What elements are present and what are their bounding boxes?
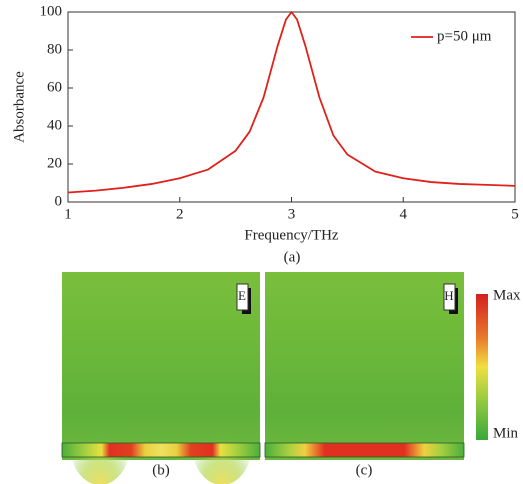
field-background bbox=[265, 272, 464, 460]
y-tick-label: 60 bbox=[47, 79, 62, 95]
colorbar: Max Min bbox=[476, 287, 521, 441]
caption: (a) bbox=[284, 249, 301, 265]
x-tick-label: 2 bbox=[176, 206, 184, 222]
colorbar-scale bbox=[476, 294, 488, 440]
field-label: E bbox=[238, 288, 246, 303]
field-strip bbox=[264, 442, 465, 458]
field-map-h: H (c) bbox=[264, 272, 465, 478]
x-tick-label: 3 bbox=[288, 206, 296, 222]
y-tick-label: 100 bbox=[40, 3, 63, 19]
field-strip bbox=[61, 442, 261, 458]
x-tick-label: 5 bbox=[511, 206, 519, 222]
y-tick-label: 20 bbox=[47, 155, 62, 171]
x-tick-label: 1 bbox=[64, 206, 72, 222]
x-tick-label: 4 bbox=[400, 206, 408, 222]
series-line bbox=[67, 11, 516, 194]
field-map-e: E (b) bbox=[61, 272, 261, 484]
y-tick-label: 0 bbox=[55, 193, 63, 209]
y-tick-label: 40 bbox=[47, 117, 62, 133]
colorbar-min: Min bbox=[493, 425, 519, 441]
colorbar-max: Max bbox=[493, 287, 521, 303]
y-axis-label: Absorbance bbox=[11, 71, 27, 143]
legend-label: p=50 μm bbox=[437, 28, 492, 44]
icon bbox=[443, 283, 456, 311]
field-label: H bbox=[444, 288, 453, 303]
y-tick-label: 80 bbox=[47, 41, 62, 57]
panel-caption: (b) bbox=[152, 462, 170, 478]
icon bbox=[236, 283, 249, 311]
x-axis-label: Frequency/THz bbox=[244, 227, 338, 243]
panel-caption: (c) bbox=[356, 462, 373, 478]
